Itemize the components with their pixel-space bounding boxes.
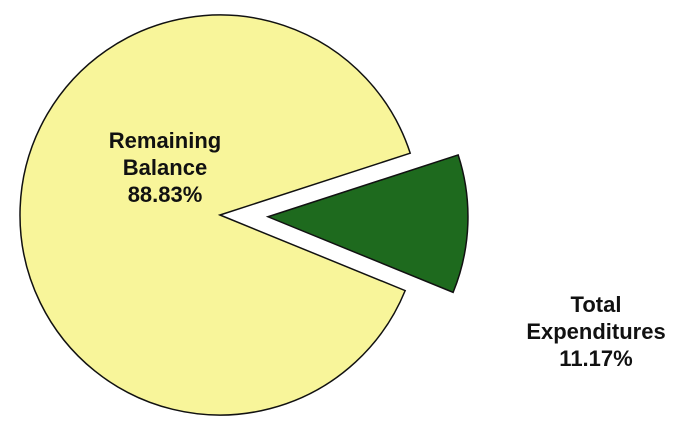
label-total-expenditures-line-3: 11.17%: [559, 346, 632, 371]
label-remaining-balance-line-3: 88.83%: [128, 182, 203, 207]
slice-remaining-balance: [19, 14, 412, 416]
label-total-expenditures-line-2: Expenditures: [526, 319, 665, 344]
slice-total-expenditures: [265, 154, 469, 294]
label-total-expenditures-line-1: Total: [571, 292, 622, 317]
label-remaining-balance-line-2: Balance: [123, 155, 207, 180]
pie-slices: [19, 14, 469, 416]
label-remaining-balance-line-1: Remaining: [109, 128, 221, 153]
